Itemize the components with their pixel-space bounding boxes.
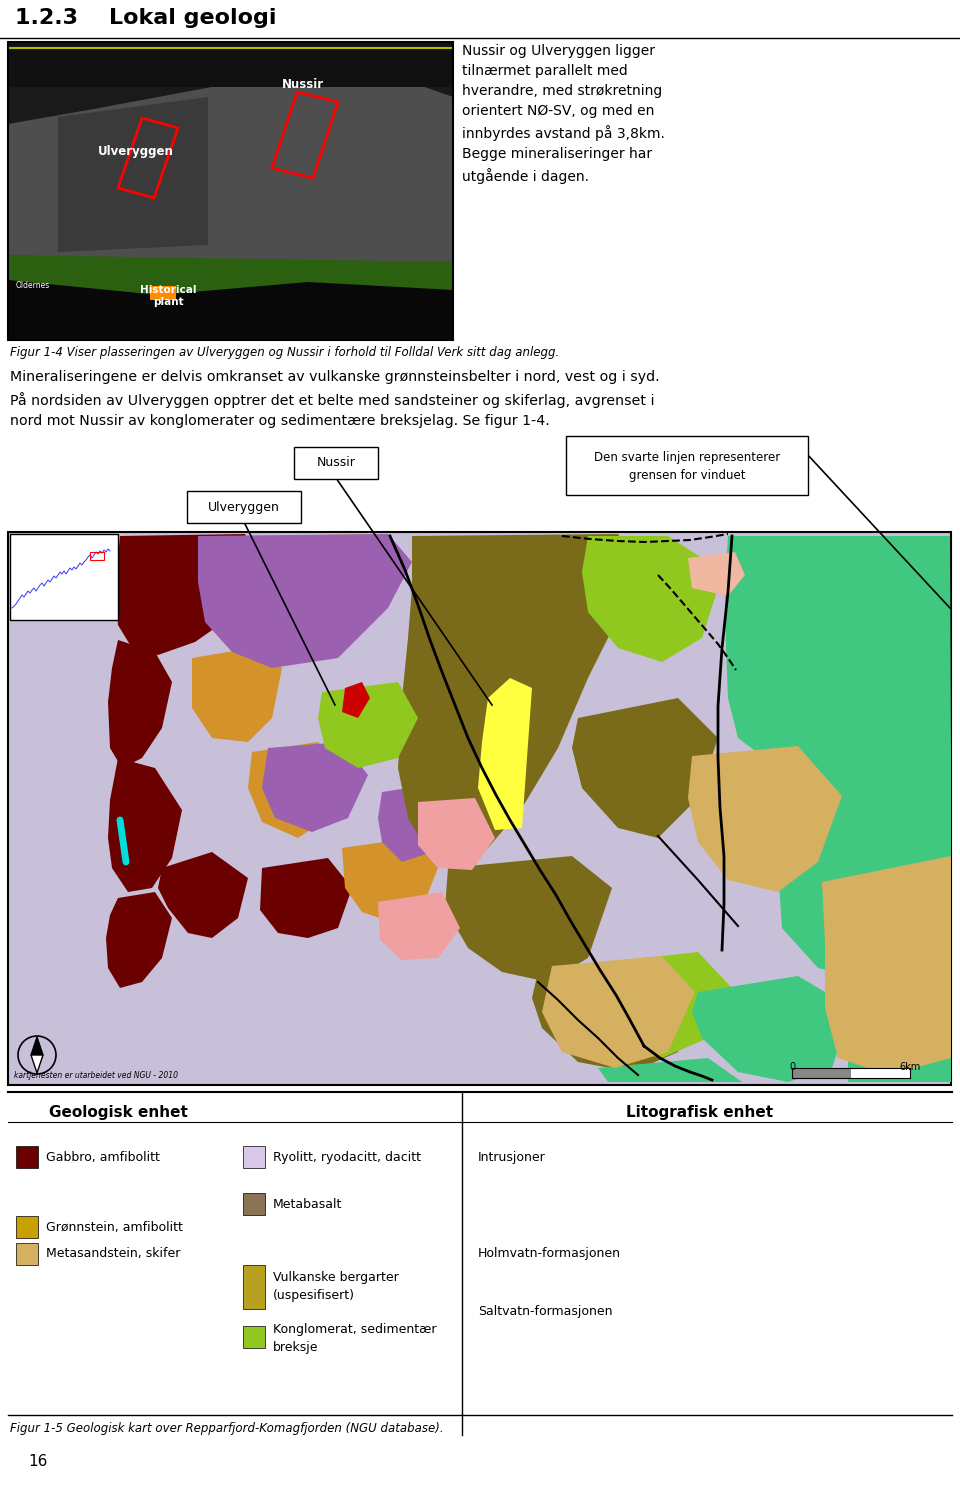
Text: Metabasalt: Metabasalt — [273, 1198, 343, 1210]
Polygon shape — [158, 852, 248, 939]
Text: Gabbro, amfibolitt: Gabbro, amfibolitt — [46, 1150, 160, 1164]
FancyBboxPatch shape — [187, 492, 301, 523]
Polygon shape — [108, 758, 182, 893]
Polygon shape — [822, 855, 951, 1074]
Polygon shape — [106, 893, 172, 988]
Polygon shape — [342, 682, 370, 718]
Polygon shape — [31, 1037, 43, 1055]
Bar — [16, 1146, 38, 1168]
Bar — [150, 286, 176, 299]
Bar — [10, 533, 118, 620]
Polygon shape — [8, 67, 453, 262]
Bar — [243, 1326, 265, 1348]
Text: Nussir: Nussir — [282, 77, 324, 91]
Text: På nordsiden av Ulveryggen opptrer det et belte med sandsteiner og skiferlag, av: På nordsiden av Ulveryggen opptrer det e… — [10, 392, 655, 408]
Text: Intrusjoner: Intrusjoner — [478, 1150, 545, 1164]
Polygon shape — [848, 971, 951, 1082]
Bar — [8, 42, 453, 86]
Text: 0: 0 — [789, 1062, 795, 1071]
Bar — [8, 42, 453, 340]
Text: 1.2.3    Lokal geologi: 1.2.3 Lokal geologi — [15, 7, 276, 28]
Text: (uspesifisert): (uspesifisert) — [273, 1289, 355, 1301]
Polygon shape — [592, 952, 732, 1058]
Polygon shape — [260, 858, 352, 939]
Text: Mineraliseringene er delvis omkranset av vulkanske grønnsteinsbelter i nord, ves: Mineraliseringene er delvis omkranset av… — [10, 370, 660, 384]
Bar — [8, 42, 453, 340]
Polygon shape — [198, 533, 412, 668]
Text: Metasandstein, skifer: Metasandstein, skifer — [46, 1247, 180, 1261]
Polygon shape — [582, 536, 718, 662]
Polygon shape — [532, 958, 698, 1071]
Text: Geologisk enhet: Geologisk enhet — [49, 1104, 187, 1119]
Bar — [16, 1216, 38, 1238]
Text: Figur 1-5 Geologisk kart over Repparfjord-Komagfjorden (NGU database).: Figur 1-5 Geologisk kart over Repparfjor… — [10, 1421, 444, 1435]
Text: nord mot Nussir av konglomerater og sedimentære breksjelag. Se figur 1-4.: nord mot Nussir av konglomerater og sedi… — [10, 414, 550, 428]
Text: Saltvatn-formasjonen: Saltvatn-formasjonen — [478, 1305, 612, 1319]
Polygon shape — [58, 97, 208, 252]
Text: Holmvatn-formasjonen: Holmvatn-formasjonen — [478, 1247, 621, 1261]
Text: Konglomerat, sedimentær: Konglomerat, sedimentær — [273, 1323, 437, 1337]
Polygon shape — [342, 837, 438, 922]
Polygon shape — [8, 215, 453, 295]
Bar — [243, 1146, 265, 1168]
Polygon shape — [115, 533, 262, 656]
Polygon shape — [318, 682, 418, 767]
Polygon shape — [31, 1055, 43, 1073]
Polygon shape — [378, 785, 448, 863]
Polygon shape — [542, 957, 695, 1068]
Polygon shape — [108, 641, 172, 767]
Text: Litografisk enhet: Litografisk enhet — [627, 1104, 774, 1119]
Text: 16: 16 — [28, 1454, 47, 1469]
Polygon shape — [688, 746, 842, 893]
Text: Ulveryggen: Ulveryggen — [98, 146, 174, 158]
FancyBboxPatch shape — [294, 447, 378, 478]
Polygon shape — [445, 855, 612, 982]
Polygon shape — [598, 1058, 742, 1082]
Polygon shape — [478, 678, 532, 830]
Bar — [8, 276, 453, 340]
Bar — [16, 1243, 38, 1265]
Polygon shape — [252, 533, 398, 618]
Text: Oldernes: Oldernes — [16, 282, 50, 291]
Polygon shape — [248, 742, 348, 837]
Text: Nussir og Ulveryggen ligger
tilnærmet parallelt med
hverandre, med strøkretning
: Nussir og Ulveryggen ligger tilnærmet pa… — [462, 45, 665, 185]
Bar — [243, 1193, 265, 1214]
Polygon shape — [378, 893, 460, 960]
Text: Grønnstein, amfibolitt: Grønnstein, amfibolitt — [46, 1220, 182, 1234]
Polygon shape — [692, 976, 852, 1082]
FancyBboxPatch shape — [566, 437, 808, 495]
Polygon shape — [262, 742, 368, 831]
Bar — [792, 1068, 851, 1077]
Text: kartjenesten er utarbeidet ved NGU - 2010: kartjenesten er utarbeidet ved NGU - 201… — [14, 1071, 178, 1080]
Text: Historical
plant: Historical plant — [140, 285, 196, 307]
Bar — [851, 1068, 910, 1077]
Polygon shape — [725, 536, 951, 788]
Text: Ulveryggen: Ulveryggen — [208, 501, 280, 514]
Bar — [243, 1265, 265, 1310]
Text: Den svarte linjen representerer
grensen for vinduet: Den svarte linjen representerer grensen … — [594, 450, 780, 481]
Polygon shape — [192, 648, 282, 742]
Text: Vulkanske bergarter: Vulkanske bergarter — [273, 1271, 398, 1283]
Text: Nussir: Nussir — [317, 456, 355, 469]
Text: breksje: breksje — [273, 1341, 319, 1353]
Polygon shape — [398, 533, 642, 869]
Polygon shape — [572, 697, 718, 837]
Bar — [8, 532, 951, 1085]
Polygon shape — [418, 799, 495, 870]
Polygon shape — [778, 752, 951, 982]
Bar — [90, 551, 104, 560]
Polygon shape — [688, 551, 745, 596]
Text: Ryolitt, ryodacitt, dacitt: Ryolitt, ryodacitt, dacitt — [273, 1150, 421, 1164]
Text: 6km: 6km — [900, 1062, 921, 1071]
Text: Figur 1-4 Viser plasseringen av Ulveryggen og Nussir i forhold til Folldal Verk : Figur 1-4 Viser plasseringen av Ulverygg… — [10, 346, 560, 359]
